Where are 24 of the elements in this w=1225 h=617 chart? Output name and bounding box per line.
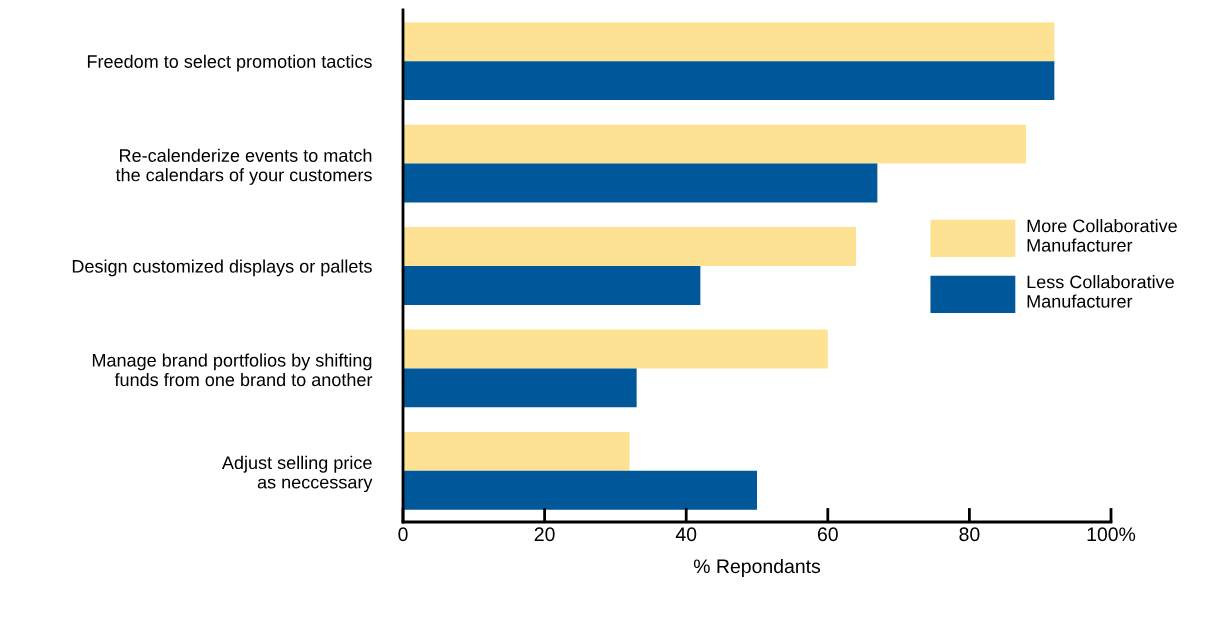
bar <box>403 61 1055 101</box>
bar <box>403 227 857 266</box>
x-tick-label: 20 <box>534 527 555 542</box>
x-tick-label: 80 <box>959 527 980 542</box>
x-tick-label: 100% <box>1087 527 1136 542</box>
y-tick-label: Re-calenderize events to match the calendars of your customers <box>115 148 372 185</box>
x-tick-label: 0 <box>398 527 408 542</box>
x-tick-label: 40 <box>675 527 697 542</box>
bar <box>403 22 1055 62</box>
bar <box>403 470 757 510</box>
bar <box>403 431 630 471</box>
bar <box>403 329 828 369</box>
x-axis-title: % Repondants <box>693 558 821 577</box>
bar <box>403 266 701 305</box>
bar <box>403 368 637 408</box>
bar <box>403 124 1027 164</box>
y-tick-label: Design customized displays or pallets <box>72 259 372 277</box>
y-tick-label: Freedom to select promotion tactics <box>87 54 372 72</box>
x-tick-label: 60 <box>817 527 838 542</box>
y-tick-label: Adjust selling price as neccessary <box>221 455 373 493</box>
y-tick-label: Manage brand portfolios by shifting funds from one brand to another <box>92 353 373 387</box>
legend-label: Less Collaborative Manufacturer <box>1027 275 1174 308</box>
legend-label: More Collaborative Manufacturer <box>1027 219 1177 252</box>
bar <box>403 163 878 203</box>
